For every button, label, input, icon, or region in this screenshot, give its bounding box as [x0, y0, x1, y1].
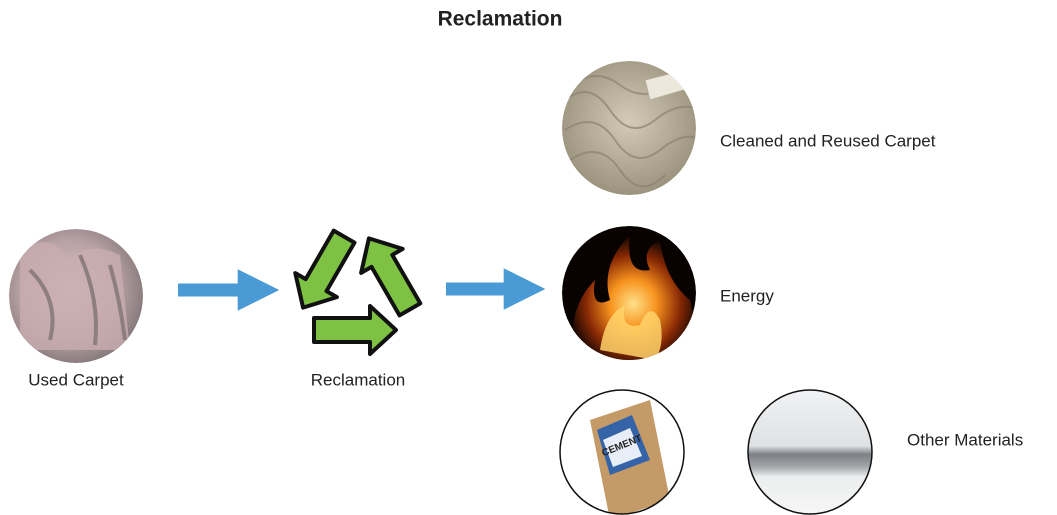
foam-image	[747, 389, 873, 515]
node-label: Reclamation	[311, 370, 406, 389]
recycle-icon	[280, 222, 433, 356]
cement-image: CEMENT	[559, 389, 685, 515]
title: Reclamation	[438, 8, 563, 31]
node-label: Energy	[720, 286, 774, 305]
used-carpet-image	[9, 229, 143, 363]
node-label: Used Carpet	[28, 370, 124, 389]
carpet-image	[562, 61, 696, 195]
fire-image	[562, 226, 696, 360]
node-label: Other Materials	[907, 430, 1023, 449]
node-label: Cleaned and Reused Carpet	[720, 131, 936, 150]
